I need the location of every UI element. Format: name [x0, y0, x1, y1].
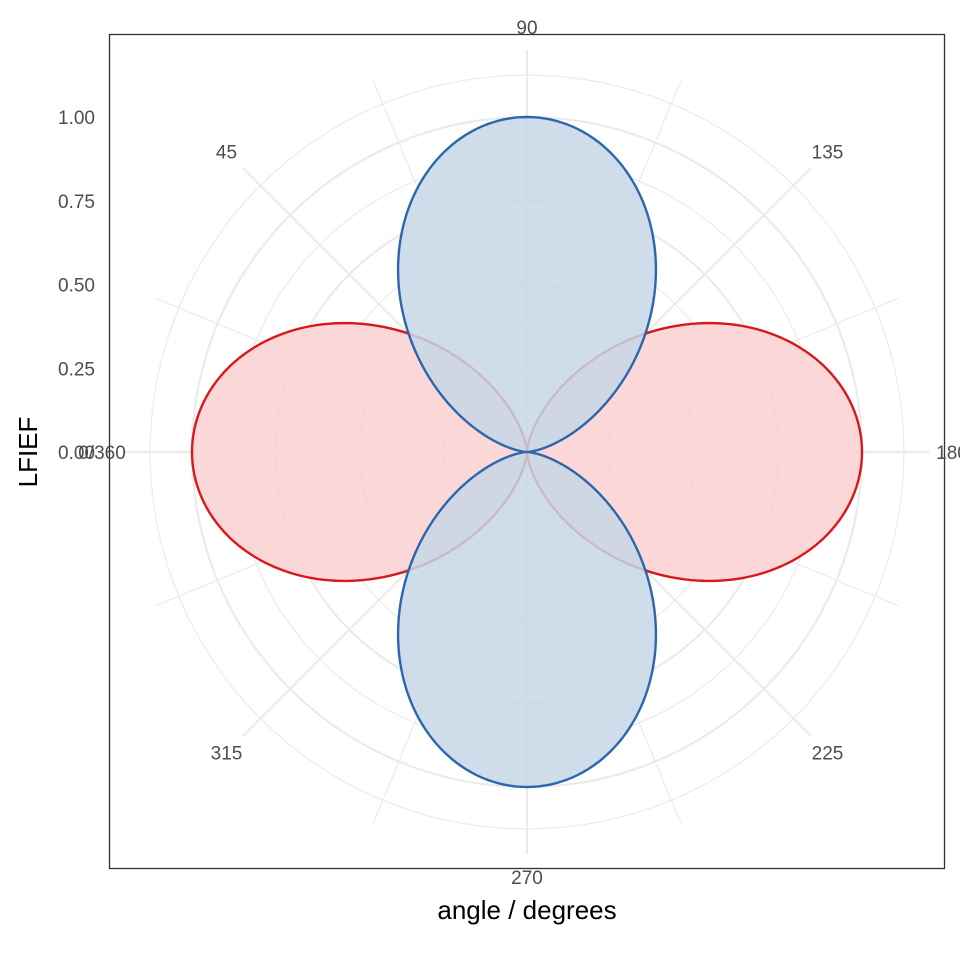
- angle-tick-labels: 0/360 45 90 135 180 225 270 315: [78, 18, 960, 889]
- radial-tick-label: 1.00: [58, 108, 95, 129]
- angle-tick-label: 0/360: [78, 443, 126, 464]
- series-2-line: [396, 115, 658, 789]
- grid-circle: [149, 74, 905, 830]
- angle-tick-label: 270: [511, 868, 543, 889]
- angle-tick-label: 180: [936, 443, 960, 464]
- radial-tick-labels: 0.00 0.25 0.50 0.75 1.00: [58, 108, 95, 464]
- y-axis-title: LFIEF: [13, 417, 43, 488]
- series-layer: [190, 115, 864, 789]
- angle-tick-label: 135: [812, 142, 844, 163]
- x-axis-title: angle / degrees: [437, 895, 616, 925]
- radial-tick-label: 0.50: [58, 276, 95, 297]
- radial-tick-label: 0.75: [58, 192, 95, 213]
- angle-tick-label: 90: [516, 18, 537, 39]
- angle-tick-label: 225: [812, 744, 844, 765]
- radial-tick-label: 0.00: [58, 443, 95, 464]
- radial-tick-label: 0.25: [58, 359, 95, 380]
- angle-tick-label: 315: [211, 744, 243, 765]
- angle-tick-label: 45: [216, 142, 237, 163]
